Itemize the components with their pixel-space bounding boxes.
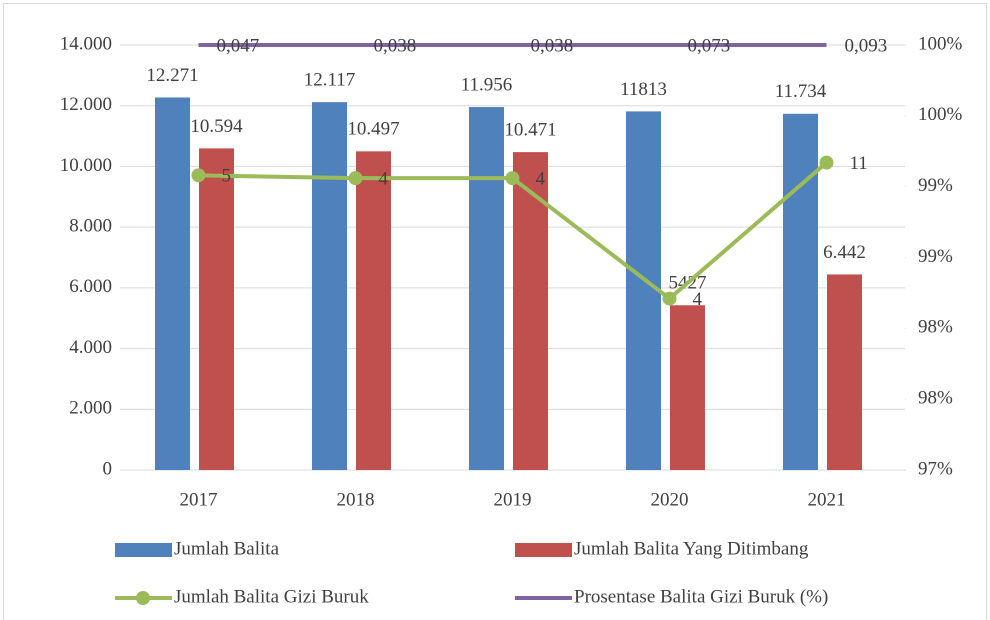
- legend-marker: [136, 591, 150, 605]
- bar: [199, 148, 234, 470]
- line-marker: [348, 171, 363, 186]
- annotation: 0,038: [374, 35, 417, 56]
- y2-tick-label: 100%: [918, 33, 963, 54]
- data-label: 12.117: [304, 70, 356, 91]
- legend-label: Jumlah Balita: [174, 538, 280, 559]
- legend-label: Jumlah Balita Gizi Buruk: [174, 586, 369, 607]
- data-label: 10.471: [504, 119, 556, 140]
- x-tick-label: 2021: [808, 489, 846, 510]
- y-tick-label: 14.000: [60, 33, 112, 54]
- data-label: 10.594: [190, 116, 243, 137]
- x-tick-label: 2018: [337, 489, 375, 510]
- annotation: 5: [222, 166, 232, 187]
- data-label: 10.497: [347, 119, 399, 140]
- bar: [469, 107, 504, 471]
- y-tick-label: 0: [103, 458, 113, 479]
- line-marker: [819, 155, 834, 170]
- annotation: 0,073: [688, 35, 731, 56]
- y-tick-label: 8.000: [69, 216, 112, 237]
- y2-tick-label: 98%: [918, 317, 953, 338]
- y2-tick-label: 100%: [918, 104, 963, 125]
- y2-tick-label: 97%: [918, 458, 953, 479]
- x-tick-label: 2019: [494, 489, 532, 510]
- y-tick-label: 2.000: [69, 398, 112, 419]
- bar: [626, 111, 661, 470]
- y-tick-label: 4.000: [69, 337, 112, 358]
- data-label: 11.734: [775, 81, 827, 102]
- legend-swatch: [515, 543, 572, 557]
- annotation: 0,093: [845, 35, 888, 56]
- x-tick-label: 2017: [180, 489, 218, 510]
- bar: [783, 113, 818, 471]
- y-tick-label: 6.000: [69, 276, 112, 297]
- legend-label: Jumlah Balita Yang Ditimbang: [574, 538, 809, 559]
- annotation: 11: [850, 153, 868, 174]
- data-label: 6.442: [823, 242, 866, 263]
- y2-tick-label: 99%: [918, 246, 953, 267]
- annotation: 0,047: [217, 35, 260, 56]
- legend-swatch: [115, 543, 172, 557]
- bar: [312, 102, 347, 470]
- annotation: 4: [693, 289, 703, 310]
- y-tick-label: 12.000: [60, 94, 112, 115]
- x-tick-label: 2020: [651, 489, 689, 510]
- data-label: 11.956: [461, 74, 513, 95]
- line-marker: [505, 171, 520, 186]
- annotation: 4: [379, 169, 389, 190]
- bar: [356, 151, 391, 470]
- line-marker: [191, 168, 206, 183]
- annotation: 0,038: [531, 35, 574, 56]
- bar: [670, 305, 705, 470]
- y-tick-label: 10.000: [60, 155, 112, 176]
- bar: [155, 97, 190, 471]
- data-label: 12.271: [146, 65, 198, 86]
- line-marker: [662, 291, 677, 306]
- y2-tick-label: 98%: [918, 388, 953, 409]
- bar: [513, 152, 548, 470]
- data-label: 11813: [620, 79, 667, 100]
- bar: [827, 274, 862, 470]
- legend-label: Prosentase Balita Gizi Buruk (%): [574, 586, 828, 607]
- y2-tick-label: 99%: [918, 175, 953, 196]
- annotation: 4: [536, 169, 546, 190]
- chart-border: [3, 3, 987, 620]
